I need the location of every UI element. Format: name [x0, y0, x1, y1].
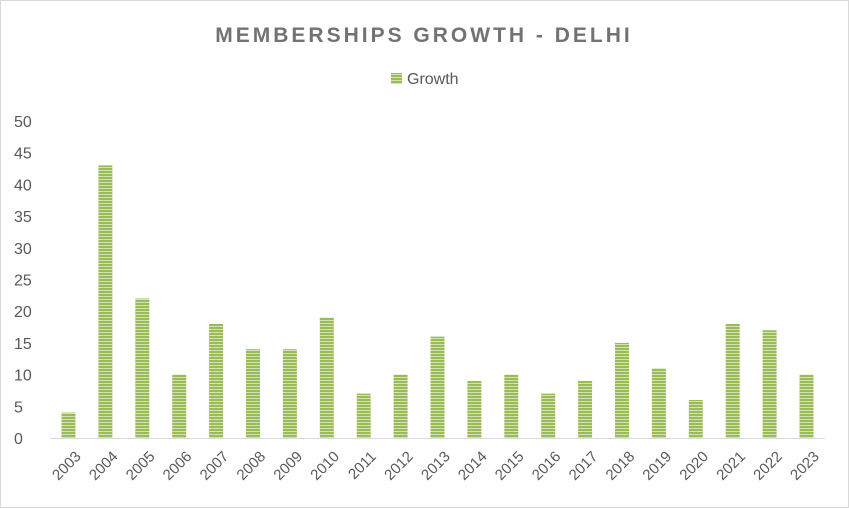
x-tick-label: 2014 [455, 448, 491, 484]
x-tick-label: 2016 [529, 448, 565, 484]
x-tick-label: 2017 [566, 448, 602, 484]
bar-2015 [504, 374, 519, 438]
x-tick-label: 2006 [160, 448, 196, 484]
y-tick-label: 50 [14, 114, 32, 131]
bar-2012 [393, 374, 408, 438]
bar-2004 [98, 165, 113, 438]
x-tick-label: 2003 [49, 448, 85, 484]
bar-2019 [651, 368, 666, 438]
y-tick-label: 30 [14, 241, 32, 258]
bar-2003 [61, 412, 76, 438]
x-tick-label: 2020 [676, 448, 712, 484]
x-tick-label: 2012 [381, 448, 417, 484]
bar-2007 [209, 323, 224, 438]
bar-2022 [762, 330, 777, 438]
y-tick-label: 45 [14, 146, 32, 163]
x-tick-label: 2019 [639, 448, 675, 484]
x-tick-label: 2022 [750, 448, 786, 484]
bar-2008 [246, 349, 260, 438]
y-tick-label: 15 [14, 336, 32, 353]
bar-2010 [319, 317, 334, 438]
x-tick-label: 2009 [270, 448, 306, 484]
x-tick-label: 2008 [234, 448, 270, 484]
y-axis: 0 5 10 15 20 25 30 35 40 45 50 [14, 114, 32, 448]
chart-title: MEMBERSHIPS GROWTH - DELHI [215, 24, 633, 47]
y-tick-label: 5 [14, 399, 23, 416]
bar-2014 [467, 380, 482, 438]
bar-2006 [172, 374, 187, 438]
x-tick-label: 2015 [492, 448, 528, 484]
y-tick-label: 10 [14, 368, 32, 385]
y-tick-label: 20 [14, 304, 32, 321]
x-tick-label: 2011 [345, 448, 380, 483]
x-tick-label: 2005 [123, 448, 159, 484]
x-tick-label: 2023 [787, 448, 823, 484]
bar-2013 [430, 336, 445, 438]
y-tick-label: 40 [14, 177, 32, 194]
legend-swatch-growth [391, 73, 402, 84]
bar-2020 [688, 400, 703, 438]
y-tick-label: 25 [14, 273, 32, 290]
x-axis: 2003 2004 2005 2006 2007 2008 2009 2010 2011 2012… [49, 448, 823, 484]
x-tick-label: 2007 [197, 448, 233, 484]
x-tick-label: 2013 [418, 448, 454, 484]
bar-2018 [615, 342, 629, 438]
x-tick-label: 2010 [307, 448, 343, 484]
bar-2009 [282, 349, 297, 438]
bar-2017 [578, 380, 593, 438]
x-tick-label: 2018 [603, 448, 639, 484]
bar-2005 [135, 298, 150, 438]
bar-2023 [799, 374, 814, 438]
y-tick-label: 35 [14, 209, 32, 226]
x-tick-label: 2004 [86, 448, 122, 484]
bar-2011 [356, 393, 371, 438]
bar-series-growth [61, 165, 814, 438]
legend: Growth [391, 71, 459, 88]
y-tick-label: 0 [14, 431, 23, 448]
bar-2021 [725, 323, 740, 438]
bar-2016 [541, 393, 556, 438]
x-tick-label: 2021 [713, 448, 749, 484]
legend-label-growth: Growth [407, 71, 459, 88]
